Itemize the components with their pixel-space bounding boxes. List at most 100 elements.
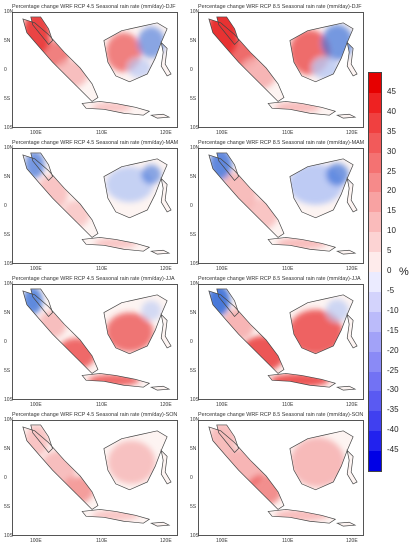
map-svg bbox=[208, 152, 358, 255]
lat-label: 10S bbox=[190, 533, 199, 539]
lat-label: 5N bbox=[190, 38, 197, 44]
colorbar-segment bbox=[369, 411, 381, 432]
rain-change-blob bbox=[127, 58, 152, 78]
rain-change-blob bbox=[311, 56, 340, 80]
lat-label: 5S bbox=[190, 368, 197, 374]
map-svg bbox=[208, 424, 358, 527]
coastline-borneo bbox=[103, 158, 168, 219]
panel-title: Percentage change WRF RCP 4.5 Seasonal r… bbox=[12, 412, 178, 418]
lat-label: 10N bbox=[4, 417, 14, 423]
coastline-small bbox=[336, 385, 357, 391]
rain-change-blob bbox=[105, 166, 154, 203]
rain-change-blob bbox=[288, 309, 343, 355]
coastline-small bbox=[150, 113, 171, 119]
colorbar-segment bbox=[369, 172, 381, 193]
rain-change-blob bbox=[239, 335, 285, 372]
lat-label: 10N bbox=[4, 9, 14, 15]
map-svg bbox=[22, 152, 172, 255]
coastline-small bbox=[336, 113, 357, 119]
map-svg bbox=[22, 16, 172, 119]
map-plot-area bbox=[12, 420, 178, 536]
lat-label: 5S bbox=[190, 504, 197, 510]
colorbar-segment bbox=[369, 92, 381, 114]
land-field bbox=[208, 288, 358, 391]
colorbar-tick-label: -45 bbox=[387, 445, 399, 455]
map-svg bbox=[22, 288, 172, 391]
panel-title: Percentage change WRF RCP 8.5 Seasonal r… bbox=[198, 4, 362, 10]
rain-change-blob bbox=[141, 300, 162, 321]
lat-label: 10N bbox=[190, 145, 200, 151]
lon-label: 110E bbox=[282, 266, 294, 272]
coastline-borneo bbox=[103, 22, 168, 83]
coastline-java bbox=[267, 101, 337, 116]
panel-title: Percentage change WRF RCP 4.5 Seasonal r… bbox=[12, 276, 175, 282]
lon-label: 110E bbox=[96, 130, 108, 136]
coastline-borneo bbox=[289, 158, 354, 219]
lon-label: 120E bbox=[346, 266, 358, 272]
lat-label: 10S bbox=[190, 397, 199, 403]
coastline-sulawesi bbox=[346, 41, 358, 77]
lon-label: 110E bbox=[96, 402, 108, 408]
map-svg bbox=[208, 16, 358, 119]
map-plot-area bbox=[198, 420, 364, 536]
coastline-small bbox=[150, 249, 171, 255]
map-panel-mam-rcp85: Percentage change WRF RCP 8.5 Seasonal r… bbox=[190, 140, 370, 276]
coastline-borneo bbox=[103, 430, 168, 491]
colorbar-tick-label: 45 bbox=[387, 86, 396, 96]
rain-change-blob bbox=[62, 200, 91, 228]
map-plot-area bbox=[198, 284, 364, 400]
coastline-sulawesi bbox=[160, 41, 172, 77]
rain-change-blob bbox=[105, 312, 154, 352]
land-field bbox=[208, 424, 358, 527]
rain-change-blob bbox=[92, 510, 140, 521]
colorbar-tick-label: 10 bbox=[387, 226, 396, 236]
lat-label: 0 bbox=[4, 475, 7, 481]
lat-label: 0 bbox=[190, 475, 193, 481]
lat-label: 10S bbox=[190, 125, 199, 131]
colorbar-tick-label: 30 bbox=[387, 146, 396, 156]
rain-change-blob bbox=[275, 101, 321, 113]
lat-label: 10N bbox=[190, 281, 200, 287]
coastline-borneo bbox=[289, 22, 354, 83]
colorbar-tick-label: 40 bbox=[387, 106, 396, 116]
coastline-java bbox=[81, 509, 151, 524]
lat-label: 0 bbox=[4, 339, 7, 345]
rain-change-blob bbox=[107, 440, 156, 484]
coastline-sulawesi bbox=[346, 449, 358, 485]
rain-change-blob bbox=[325, 299, 349, 322]
land-field bbox=[22, 288, 172, 391]
coastline-java bbox=[81, 373, 151, 388]
colorbar-tick-label: -15 bbox=[387, 325, 399, 335]
rain-change-blob bbox=[56, 338, 96, 370]
rain-change-blob bbox=[141, 164, 162, 185]
colorbar-tick-label: 5 bbox=[387, 246, 392, 256]
lat-label: 5N bbox=[190, 174, 197, 180]
colorbar-segment bbox=[369, 112, 381, 134]
coastline-java bbox=[267, 509, 337, 524]
map-plot-area bbox=[12, 12, 178, 128]
colorbar-tick-label: 0 bbox=[387, 266, 392, 275]
lat-label: 5N bbox=[190, 310, 197, 316]
rain-change-blob bbox=[56, 60, 89, 88]
lon-label: 100E bbox=[30, 130, 42, 136]
lat-label: 5S bbox=[4, 96, 11, 102]
coastline-small bbox=[150, 385, 171, 391]
lon-label: 100E bbox=[216, 266, 228, 272]
map-panel-jja-rcp45: Percentage change WRF RCP 4.5 Seasonal r… bbox=[4, 276, 184, 412]
colorbar-tick-label: 20 bbox=[387, 186, 396, 196]
colorbar-segment bbox=[369, 272, 381, 293]
lat-label: 10S bbox=[4, 533, 13, 539]
lat-label: 10S bbox=[190, 261, 199, 267]
land-field bbox=[22, 16, 172, 119]
colorbar-tick-label: -25 bbox=[387, 365, 399, 375]
lat-label: 10N bbox=[190, 9, 200, 15]
lat-label: 5S bbox=[4, 368, 11, 374]
lat-label: 10S bbox=[4, 125, 13, 131]
lon-label: 120E bbox=[160, 266, 172, 272]
coastline-sulawesi bbox=[346, 313, 358, 349]
panel-title: Percentage change WRF RCP 8.5 Seasonal r… bbox=[198, 140, 365, 146]
lat-label: 5S bbox=[4, 504, 11, 510]
colorbar-segment bbox=[369, 192, 381, 213]
lat-label: 5S bbox=[190, 96, 197, 102]
lon-label: 120E bbox=[160, 402, 172, 408]
